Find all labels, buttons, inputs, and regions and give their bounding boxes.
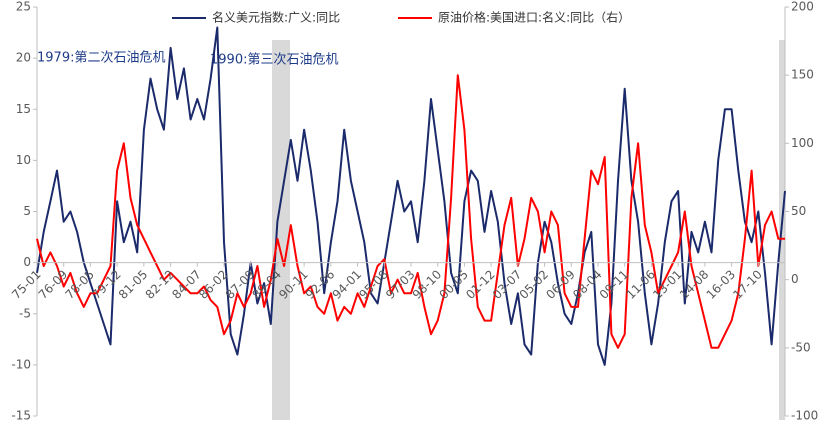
x-tick-label: 98-10 xyxy=(410,267,445,302)
data-line xyxy=(36,74,785,349)
x-tick-label: 75-01 xyxy=(9,267,44,302)
y-tick-label: -5 xyxy=(19,306,31,320)
y-tick-label: 20 xyxy=(16,51,31,65)
legend-label: 原油价格:美国进口:名义:同比（右） xyxy=(438,10,630,25)
x-tick-label: 08-04 xyxy=(570,267,605,302)
x-tick-label: 16-03 xyxy=(704,267,739,302)
y-tick-label: -15 xyxy=(11,409,31,423)
y-tick-label: -10 xyxy=(11,357,31,371)
x-tick-label: 05-02 xyxy=(517,267,552,302)
y2-tick-label: 100 xyxy=(791,136,814,150)
y-tick-label: 10 xyxy=(16,153,31,167)
data-line xyxy=(36,26,786,366)
y-tick-label: 0 xyxy=(23,255,31,269)
y2-tick-label: 50 xyxy=(791,204,806,218)
legend-label: 名义美元指数:广义:同比 xyxy=(212,10,340,25)
y2-tick-label: 150 xyxy=(791,68,814,82)
y-tick-label: 15 xyxy=(16,102,31,116)
y2-tick-label: 0 xyxy=(791,272,799,286)
y2-tick-label: 200 xyxy=(791,0,814,14)
x-tick-label: 01-12 xyxy=(463,267,498,302)
y-tick-label: 25 xyxy=(16,0,31,14)
x-tick-label: 86-02 xyxy=(196,267,231,302)
x-tick-label: 84-07 xyxy=(169,267,204,302)
x-tick-label: 97-03 xyxy=(383,267,418,302)
y2-tick-label: -100 xyxy=(791,409,818,423)
x-tick-label: 17-10 xyxy=(730,267,765,302)
y2-tick-label: -50 xyxy=(791,340,811,354)
shaded-period xyxy=(272,40,290,420)
x-tick-label: 00-05 xyxy=(436,267,471,302)
plot-area xyxy=(36,26,786,366)
x-tick-label: 81-05 xyxy=(116,267,151,302)
annotation: 1979:第二次石油危机 xyxy=(37,50,165,66)
annotation: 1990:第三次石油危机 xyxy=(210,52,338,68)
y-tick-label: 5 xyxy=(23,204,31,218)
